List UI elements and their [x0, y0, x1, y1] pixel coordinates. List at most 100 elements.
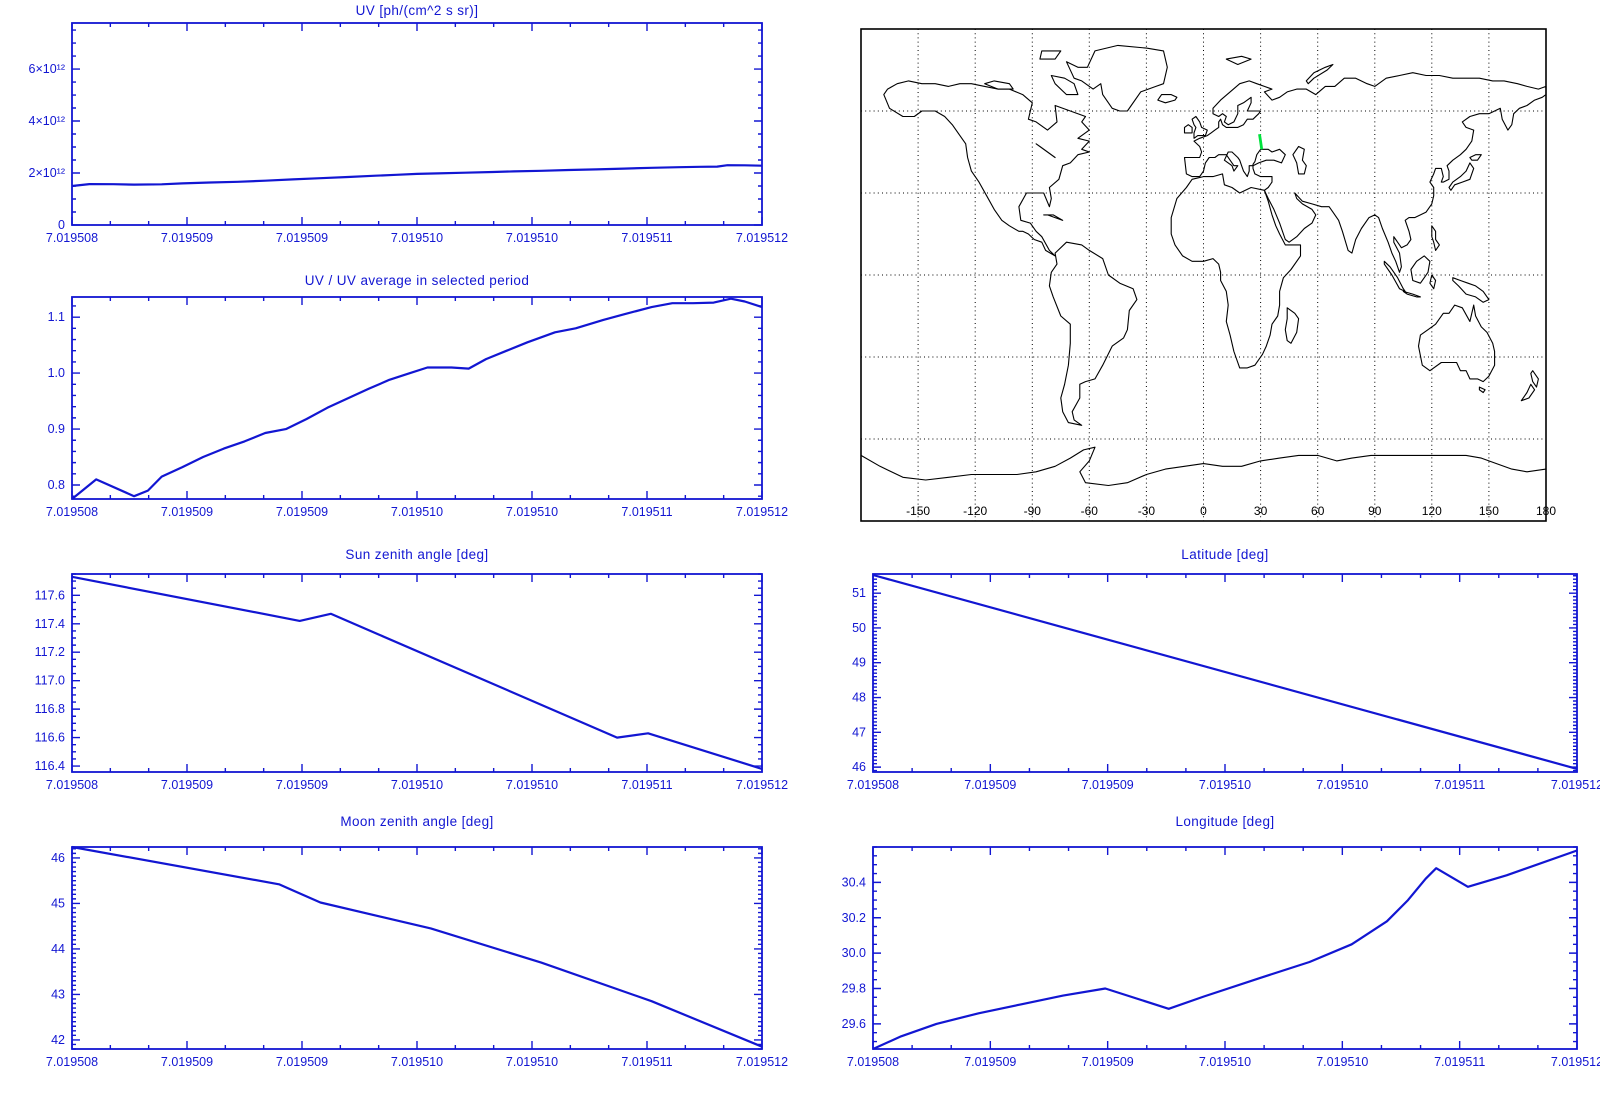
north_america-outline: [883, 80, 1090, 257]
svg-text:7.019509: 7.019509: [161, 778, 213, 792]
eurasia-outline: [1183, 72, 1547, 273]
svg-text:7.019512: 7.019512: [736, 231, 788, 245]
svg-text:90: 90: [1368, 504, 1382, 518]
uv_ratio-axis-frame: [71, 296, 763, 500]
svg-text:1.1: 1.1: [48, 310, 65, 324]
svg-text:7.019509: 7.019509: [276, 778, 328, 792]
sun_zenith-series-line: [71, 575, 763, 770]
south_america-outline: [1048, 241, 1138, 426]
svg-text:50: 50: [852, 621, 866, 635]
uv_ratio-series-line: [71, 297, 763, 500]
svg-text:-90: -90: [1024, 504, 1042, 518]
svg-text:7.019509: 7.019509: [964, 778, 1016, 792]
map-graticule: [861, 29, 1546, 521]
sun_zenith-axis-ticks: [71, 573, 763, 772]
moon_zenith-axis-frame: [71, 846, 763, 1050]
sun_zenith-plot: 7.019508 7.019509 7.019509 7.019510 7.019510…: [35, 573, 788, 792]
svg-text:2×10¹²: 2×10¹²: [29, 166, 65, 180]
svg-text:4×10¹²: 4×10¹²: [29, 114, 65, 128]
uv-plot: 7.019508 7.019509 7.019509 7.019510 7.019510…: [29, 22, 789, 245]
map-coastlines: [860, 44, 1547, 487]
sun-zenith-plot-title: Sun zenith angle [deg]: [345, 547, 489, 562]
svg-text:-120: -120: [963, 504, 987, 518]
hokkaido-outline: [1469, 154, 1482, 161]
svg-text:7.019509: 7.019509: [1082, 778, 1134, 792]
svg-text:0.9: 0.9: [48, 422, 65, 436]
svg-text:7.019509: 7.019509: [161, 231, 213, 245]
satellite-ground-track: [1258, 133, 1264, 150]
map-lon-labels: -150 -120 -90 -60 -30 0 30 60 90 120 150 180: [906, 504, 1556, 518]
svg-text:117.0: 117.0: [35, 674, 65, 688]
svg-text:30.4: 30.4: [842, 875, 866, 889]
svg-text:46: 46: [852, 760, 866, 774]
honshu-outline: [1448, 162, 1475, 191]
svg-text:7.019508: 7.019508: [46, 505, 98, 519]
sulawesi-outline: [1429, 274, 1437, 290]
svg-text:7.019512: 7.019512: [736, 778, 788, 792]
svg-text:7.019510: 7.019510: [506, 231, 558, 245]
svg-text:7.019512: 7.019512: [736, 505, 788, 519]
victoria_island-outline: [984, 80, 1014, 90]
novaya_zemlya-outline: [1305, 63, 1334, 85]
nz_north-outline: [1530, 370, 1539, 388]
svg-text:7.019510: 7.019510: [391, 778, 443, 792]
latitude-plot: 7.019508 7.019509 7.019509 7.019510 7.019510…: [847, 573, 1600, 792]
greenland-outline: [1065, 44, 1168, 112]
svg-text:7.019510: 7.019510: [506, 1055, 558, 1069]
longitude-axis-ticks: [872, 846, 1578, 1049]
svg-text:7.019510: 7.019510: [391, 231, 443, 245]
uv-tick-labels: 7.019508 7.019509 7.019509 7.019510 7.019510…: [29, 62, 789, 245]
svg-text:7.019511: 7.019511: [621, 231, 672, 245]
svg-text:51: 51: [852, 586, 866, 600]
moon_zenith-axis-ticks: [71, 847, 763, 1050]
svg-text:116.8: 116.8: [35, 702, 65, 716]
longitude-axis-frame: [872, 846, 1578, 1050]
svg-text:48: 48: [852, 691, 866, 705]
svg-text:180: 180: [1536, 504, 1556, 518]
tasmania-outline: [1478, 386, 1486, 394]
world-map: -150 -120 -90 -60 -30 0 30 60 90 120 150 180: [860, 28, 1556, 522]
uv_ratio-tick-labels: 7.019508 7.019509 7.019509 7.019510 7.019510…: [46, 310, 788, 519]
java-outline: [1402, 290, 1421, 298]
svg-text:7.019510: 7.019510: [1199, 1055, 1251, 1069]
svg-text:-150: -150: [906, 504, 930, 518]
africa-outline: [1170, 173, 1302, 369]
svg-text:30.2: 30.2: [842, 911, 866, 925]
svg-text:7.019512: 7.019512: [1551, 778, 1600, 792]
svg-text:60: 60: [1311, 504, 1325, 518]
svg-text:7.019510: 7.019510: [391, 1055, 443, 1069]
svg-text:7.019511: 7.019511: [621, 778, 672, 792]
svg-text:7.019509: 7.019509: [276, 231, 328, 245]
moon-zenith-plot-title: Moon zenith angle [deg]: [340, 814, 494, 829]
svg-text:7.019508: 7.019508: [847, 778, 899, 792]
svg-text:7.019509: 7.019509: [276, 1055, 328, 1069]
sun_zenith-tick-labels: 7.019508 7.019509 7.019509 7.019510 7.019510…: [35, 588, 788, 792]
svg-text:46: 46: [51, 851, 65, 865]
svg-text:-30: -30: [1138, 504, 1156, 518]
uv-ratio-plot-title: UV / UV average in selected period: [304, 273, 530, 288]
philippines-outline: [1431, 225, 1440, 251]
svg-text:150: 150: [1479, 504, 1499, 518]
svg-text:7.019508: 7.019508: [46, 1055, 98, 1069]
svg-text:116.6: 116.6: [35, 731, 65, 745]
nz_south-outline: [1520, 383, 1536, 402]
great_lakes-outline: [1035, 143, 1056, 159]
svg-text:7.019509: 7.019509: [276, 505, 328, 519]
australia-outline: [1417, 304, 1496, 383]
svg-text:0: 0: [1200, 504, 1207, 518]
svg-text:7.019509: 7.019509: [161, 505, 213, 519]
borneo-outline: [1410, 255, 1431, 284]
svg-text:0.8: 0.8: [48, 478, 65, 492]
ellesmere-outline: [1039, 50, 1062, 60]
svg-text:120: 120: [1422, 504, 1442, 518]
baffin-outline: [1050, 74, 1079, 96]
svg-text:7.019510: 7.019510: [1316, 778, 1368, 792]
longitude-plot: 7.019508 7.019509 7.019509 7.019510 7.019510…: [842, 846, 1600, 1069]
svg-text:7.019511: 7.019511: [621, 1055, 672, 1069]
moon_zenith-tick-labels: 7.019508 7.019509 7.019509 7.019510 7.019510…: [46, 851, 788, 1069]
svg-text:47: 47: [852, 725, 866, 739]
latitude-tick-labels: 7.019508 7.019509 7.019509 7.019510 7.019510…: [847, 586, 1600, 792]
caspian_sea-outline: [1292, 145, 1307, 175]
